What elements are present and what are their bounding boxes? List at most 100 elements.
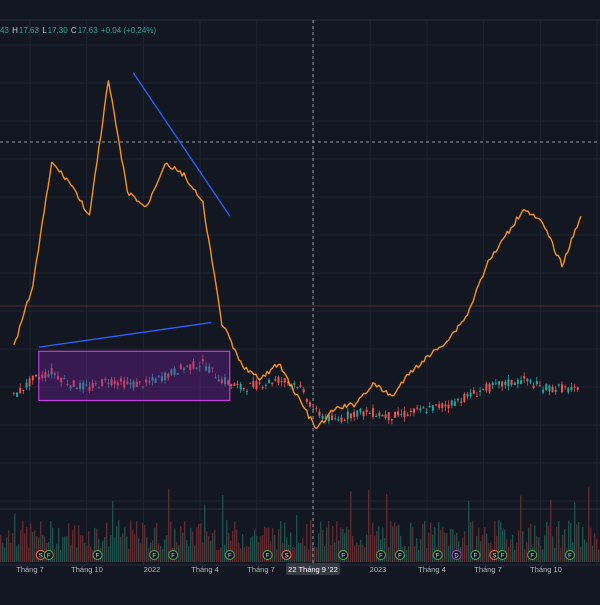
candle-body [268,379,271,383]
volume-bar [582,526,584,562]
volume-bar [434,527,436,562]
candle-body [510,380,513,385]
volume-bar [122,533,124,562]
volume-bar [324,546,326,562]
volume-bar [564,529,566,562]
volume-bar [236,529,238,562]
volume-bar [18,544,20,562]
candle-body [343,419,346,421]
volume-bar [574,502,576,562]
candle-body [16,392,19,397]
volume-bar [524,549,526,562]
volume-bar [448,545,450,562]
candle-body [75,388,78,390]
volume-bar [414,546,416,562]
volume-bar [350,491,352,562]
volume-bar [316,547,318,562]
volume-bar [552,536,554,562]
candle-body [431,405,434,411]
volume-bar [544,535,546,562]
volume-bar [528,527,530,562]
volume-bar [44,536,46,562]
volume-bar [118,520,120,562]
volume-bar [198,524,200,562]
volume-bar [216,549,218,562]
event-marker-label: S [492,554,496,560]
candle-body [412,408,415,413]
volume-bar [10,542,12,562]
event-marker-circle [92,550,103,560]
volume-bar [184,521,186,562]
low-value: 17.30 [47,26,68,35]
candle-body [183,368,185,370]
candle-body [280,381,283,383]
volume-bar [38,537,40,562]
grid-lines [0,20,600,565]
candlestick-series [12,354,579,425]
volume-bar [388,547,390,562]
candle-body [252,380,255,387]
volume-bar [276,549,278,562]
volume-bar [422,523,424,562]
event-marker: F [92,550,103,560]
volume-bar [338,540,340,562]
candle-body [504,381,507,386]
candle-body [472,390,475,394]
volume-bar [530,523,532,562]
volume-bar [454,534,456,562]
time-axis-label: Tháng 10 [530,565,562,574]
volume-bar [594,533,596,562]
candle-body [494,382,497,384]
time-axis-label: 2022 [144,565,161,574]
event-marker-circle [432,550,443,560]
candle-body [507,379,510,387]
candle-body [557,384,560,386]
candle-body [573,386,576,388]
volume-bar [84,543,86,562]
volume-bar [440,529,442,562]
volume-bar [314,546,316,562]
volume-bar [252,536,254,562]
time-axis-label: Tháng 7 [16,565,44,574]
candle-body [516,379,519,384]
candle-body [205,366,208,371]
candle-body [469,392,472,397]
volume-bar [518,530,520,562]
volume-bar [370,534,372,562]
candle-body [305,399,308,402]
candle-body [157,375,160,377]
volume-bar [110,535,112,562]
volume-bar [376,530,378,562]
candle-body [249,382,252,384]
candle-body [318,411,321,416]
volume-bar [166,535,168,562]
volume-bar [160,546,162,562]
volume-bar [60,549,62,562]
event-marker: F [262,550,273,560]
time-axis-label: Tháng 4 [418,565,446,574]
candle-body [258,382,261,384]
candle-body [12,392,15,394]
high-label: H [12,26,18,35]
high-value: 17.63 [18,26,39,35]
volume-bar [536,536,538,562]
event-marker: D [451,550,462,560]
volume-bar [36,536,38,562]
event-marker-label: F [530,554,534,560]
candle-body [334,418,337,420]
volume-bar [262,535,264,562]
candle-body [460,401,463,403]
volume-bar [446,532,448,562]
candle-body [302,389,305,393]
open-value: 43 [0,26,9,35]
candle-body [375,415,378,417]
volume-bar [2,542,4,562]
volume-bar [224,544,226,562]
volume-bar [76,547,78,562]
candle-body [97,387,100,389]
candle-body [520,380,523,385]
